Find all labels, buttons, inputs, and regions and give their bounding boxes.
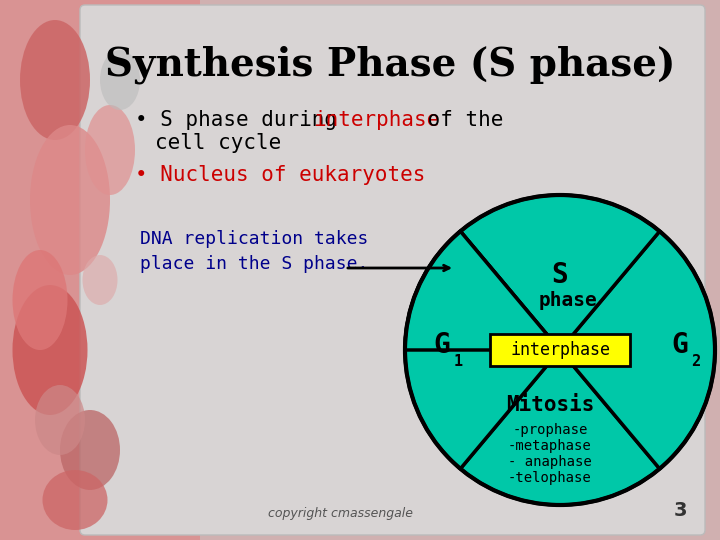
Text: Mitosis: Mitosis xyxy=(506,395,594,415)
Text: • Nucleus of eukaryotes: • Nucleus of eukaryotes xyxy=(135,165,426,185)
Wedge shape xyxy=(405,231,560,469)
Ellipse shape xyxy=(12,250,68,350)
Text: -telophase: -telophase xyxy=(508,471,592,485)
Text: -prophase: -prophase xyxy=(513,423,588,437)
Wedge shape xyxy=(405,231,560,350)
Text: - anaphase: - anaphase xyxy=(508,455,592,469)
Ellipse shape xyxy=(100,50,140,110)
Bar xyxy=(490,334,630,366)
Text: of the: of the xyxy=(415,110,503,130)
Text: interphase: interphase xyxy=(313,110,439,130)
Text: S: S xyxy=(552,261,568,289)
Text: cell cycle: cell cycle xyxy=(155,133,282,153)
Text: 1: 1 xyxy=(454,354,462,369)
Ellipse shape xyxy=(30,125,110,275)
Wedge shape xyxy=(460,195,660,350)
Ellipse shape xyxy=(83,255,117,305)
Text: -metaphase: -metaphase xyxy=(508,439,592,453)
FancyBboxPatch shape xyxy=(80,5,705,535)
Text: G: G xyxy=(672,331,688,359)
Text: • S phase during: • S phase during xyxy=(135,110,350,130)
Text: 3: 3 xyxy=(673,501,687,520)
Wedge shape xyxy=(560,231,715,469)
Ellipse shape xyxy=(42,470,107,530)
Text: G: G xyxy=(433,331,451,359)
Text: copyright cmassengale: copyright cmassengale xyxy=(268,507,413,520)
Text: 2: 2 xyxy=(691,354,701,369)
Ellipse shape xyxy=(12,285,88,415)
Ellipse shape xyxy=(60,410,120,490)
Text: DNA replication takes
place in the S phase.: DNA replication takes place in the S pha… xyxy=(140,230,369,273)
Text: interphase: interphase xyxy=(510,341,610,359)
Wedge shape xyxy=(460,350,660,505)
Bar xyxy=(0,0,200,540)
Ellipse shape xyxy=(35,385,85,455)
Ellipse shape xyxy=(20,20,90,140)
Text: Synthesis Phase (S phase): Synthesis Phase (S phase) xyxy=(104,45,675,84)
Text: phase: phase xyxy=(539,291,598,309)
Ellipse shape xyxy=(85,105,135,195)
